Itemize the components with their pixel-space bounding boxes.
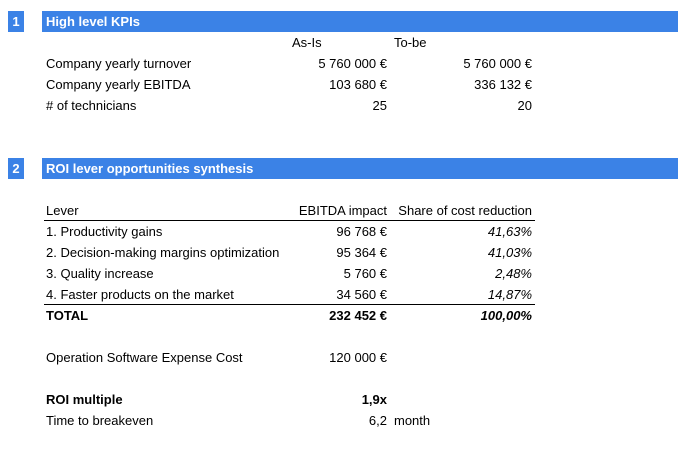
section-1-number: 1: [8, 11, 24, 32]
kpi-label: Company yearly turnover: [46, 56, 192, 71]
kpi-tobe-value: 20: [517, 98, 532, 113]
lever-label: 1. Productivity gains: [46, 224, 163, 239]
kpi-asis-value: 5 760 000 €: [318, 56, 387, 71]
col-header-share: Share of cost reduction: [398, 203, 532, 218]
section-1-header: High level KPIs: [42, 11, 678, 32]
kpi-tobe-value: 5 760 000 €: [463, 56, 532, 71]
expense-value: 120 000 €: [329, 350, 387, 365]
col-header-lever: Lever: [46, 203, 79, 218]
total-label: TOTAL: [46, 308, 89, 323]
total-share: 100,00%: [480, 308, 532, 323]
breakeven-unit: month: [394, 413, 431, 428]
expense-label: Operation Software Expense Cost: [46, 350, 243, 365]
breakeven-label: Time to breakeven: [46, 413, 154, 428]
lever-impact: 96 768 €: [336, 224, 387, 239]
lever-label: 2. Decision-making margins optimization: [46, 245, 280, 260]
kpi-asis-value: 25: [372, 98, 387, 113]
lever-share: 41,63%: [487, 224, 532, 239]
lever-share: 2,48%: [495, 266, 532, 281]
lever-impact: 34 560 €: [336, 287, 387, 302]
lever-label: 3. Quality increase: [46, 266, 154, 281]
kpi-label: # of technicians: [46, 98, 137, 113]
kpi-label: Company yearly EBITDA: [46, 77, 191, 92]
col-header-asis: As-Is: [292, 35, 322, 50]
roi-label: ROI multiple: [46, 392, 123, 407]
total-separator: [44, 304, 535, 305]
lever-label: 4. Faster products on the market: [46, 287, 234, 302]
col-header-tobe: To-be: [394, 35, 427, 50]
roi-value: 1,9x: [361, 392, 387, 407]
section-2-header: ROI lever opportunities synthesis: [42, 158, 678, 179]
breakeven-value: 6,2: [368, 413, 387, 428]
lever-impact: 5 760 €: [343, 266, 387, 281]
lever-impact: 95 364 €: [336, 245, 387, 260]
header-underline: [44, 220, 535, 221]
lever-share: 14,87%: [487, 287, 532, 302]
kpi-tobe-value: 336 132 €: [474, 77, 532, 92]
col-header-ebitda-impact: EBITDA impact: [298, 203, 387, 218]
lever-share: 41,03%: [487, 245, 532, 260]
section-2-number: 2: [8, 158, 24, 179]
kpi-asis-value: 103 680 €: [329, 77, 387, 92]
total-impact: 232 452 €: [329, 308, 387, 323]
